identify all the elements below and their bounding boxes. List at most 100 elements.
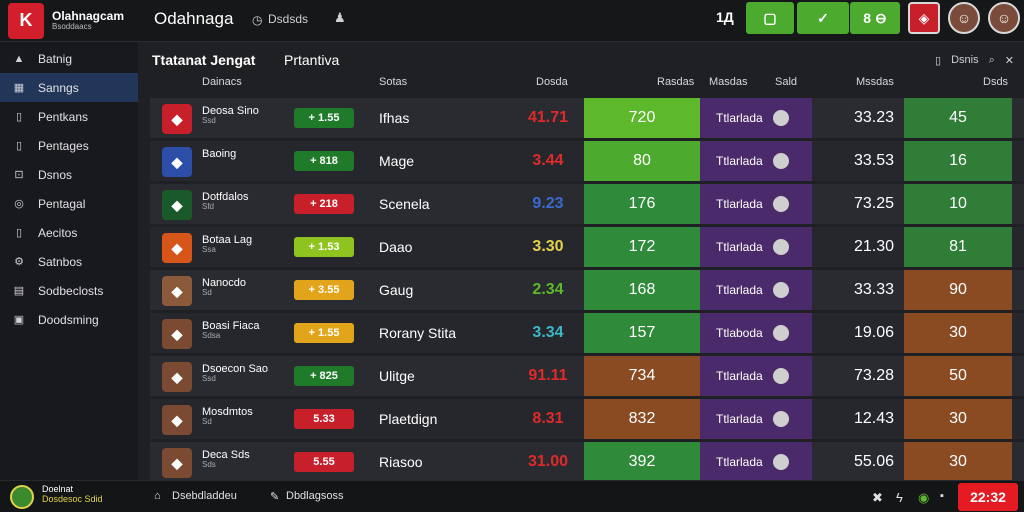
odds-pill[interactable]: + 3.55: [294, 280, 354, 300]
table-row[interactable]: ◆ Deosa Sino Ssd + 1.55 Ifhas 41.71 720 …: [150, 98, 1024, 138]
city-name: Scenela: [379, 196, 430, 212]
table-row[interactable]: ◆ Botaa Lag Ssa + 1.53 Daao 3.30 172 Ttl…: [150, 227, 1024, 267]
square-button[interactable]: ▢: [746, 2, 794, 34]
avatar[interactable]: ☺: [948, 2, 980, 34]
value-d[interactable]: 90: [904, 270, 1012, 310]
score-button[interactable]: 8 ⊖: [850, 2, 900, 34]
search-icon[interactable]: ⌕: [988, 54, 995, 66]
score-badge[interactable]: 22:32: [958, 483, 1018, 511]
value-b[interactable]: 80: [584, 141, 700, 181]
sidebar-item-dsnos[interactable]: ⊡ Dsnos: [0, 160, 138, 189]
user-avatar[interactable]: [10, 485, 34, 509]
page-title: Odahnaga: [154, 9, 234, 28]
sidebar-item-pentkans[interactable]: ▯ Pentkans: [0, 102, 138, 131]
tools-icon[interactable]: ✖: [872, 490, 883, 505]
home-icon[interactable]: ⌂: [154, 490, 161, 502]
value-d[interactable]: 16: [904, 141, 1012, 181]
opponent-cell[interactable]: Ttlaboda: [700, 313, 812, 353]
col-header[interactable]: Masdas: [709, 76, 748, 88]
opponent-cell[interactable]: Ttlarlada: [700, 98, 812, 138]
table-row[interactable]: ◆ Dotfdalos Sfd + 218 Scenela 9.23 176 T…: [150, 184, 1024, 224]
value-c: 21.30: [853, 238, 894, 255]
tool-button[interactable]: ✓: [797, 2, 849, 34]
sidebar-item-pentages[interactable]: ▯ Pentages: [0, 131, 138, 160]
value-b[interactable]: 832: [584, 399, 700, 439]
value-b[interactable]: 720: [584, 98, 700, 138]
col-header[interactable]: Dainacs: [202, 76, 242, 88]
odds-pill[interactable]: + 1.55: [294, 108, 354, 128]
app-logo[interactable]: K: [8, 2, 44, 39]
table-row[interactable]: ◆ Baoing + 818 Mage 3.44 80 Ttlarlada 33…: [150, 141, 1024, 181]
value-d[interactable]: 45: [904, 98, 1012, 138]
table-row[interactable]: ◆ Dsoecon Sao Ssd + 825 Ulitge 91.11 734…: [150, 356, 1024, 396]
opponent-name: Ttlarlada: [716, 240, 763, 254]
status-icon[interactable]: ◉: [918, 490, 930, 505]
col-header[interactable]: Sald: [775, 76, 798, 88]
settings-icon[interactable]: ▪: [940, 490, 944, 502]
opponent-cell[interactable]: Ttlarlada: [700, 399, 812, 439]
opponent-cell[interactable]: Ttlarlada: [700, 356, 812, 396]
close-icon[interactable]: ✕: [1004, 55, 1014, 67]
lock-icon: ▣: [13, 314, 25, 326]
value-a: 41.71: [527, 109, 569, 126]
team-sub: Sd: [202, 417, 212, 427]
sidebar-item-satnbos[interactable]: ⚙ Satnbos: [0, 247, 138, 276]
team-crest-icon: ◆: [162, 104, 192, 134]
value-b[interactable]: 734: [584, 356, 700, 396]
col-header[interactable]: Dsds: [983, 76, 1009, 88]
user-avatar[interactable]: ☺: [988, 2, 1020, 34]
col-header[interactable]: Mssdas: [856, 76, 894, 88]
opponent-name: Ttlarlada: [716, 197, 763, 211]
value-d[interactable]: 50: [904, 356, 1012, 396]
edit-icon[interactable]: ✎: [270, 491, 280, 503]
value-b[interactable]: 168: [584, 270, 700, 310]
footer-link[interactable]: Dbdlagsoss: [286, 490, 344, 502]
col-header[interactable]: Rasdas: [657, 76, 695, 88]
table-row[interactable]: ◆ Nanocdo Sd + 3.55 Gaug 2.34 168 Ttlarl…: [150, 270, 1024, 310]
sidebar-item-doodsming[interactable]: ▣ Doodsming: [0, 305, 138, 334]
opponent-cell[interactable]: Ttlarlada: [700, 270, 812, 310]
value-b[interactable]: 157: [584, 313, 700, 353]
table-row[interactable]: ◆ Boasi Fiaca Sdsa + 1.55 Rorany Stita 3…: [150, 313, 1024, 353]
sidebar-item-aecitos[interactable]: ▯ Aecitos: [0, 218, 138, 247]
value-b[interactable]: 176: [584, 184, 700, 224]
col-header[interactable]: Dosda: [536, 76, 568, 88]
city-name: Gaug: [379, 282, 414, 298]
value-d[interactable]: 10: [904, 184, 1012, 224]
sidebar-item-pentagal[interactable]: ◎ Pentagal: [0, 189, 138, 218]
value-b[interactable]: 392: [584, 442, 700, 482]
odds-pill[interactable]: 5.33: [294, 409, 354, 429]
value-b[interactable]: 172: [584, 227, 700, 267]
table-row[interactable]: ◆ Deca Sds Sds 5.55 Riasoo 31.00 392 Ttl…: [150, 442, 1024, 482]
table-row[interactable]: ◆ Mosdmtos Sd 5.33 Plaetdign 8.31 832 Tt…: [150, 399, 1024, 439]
search-label[interactable]: Dsdsds: [268, 12, 309, 26]
filter-icon[interactable]: ▯: [935, 55, 942, 67]
team-name: Nanocdo: [202, 277, 247, 289]
opponent-cell[interactable]: Ttlarlada: [700, 184, 812, 224]
odds-pill[interactable]: 5.55: [294, 452, 354, 472]
opponent-cell[interactable]: Ttlarlada: [700, 227, 812, 267]
odds-pill[interactable]: + 825: [294, 366, 354, 386]
team-crest-icon: ◆: [162, 190, 192, 220]
opponent-cell[interactable]: Ttlarlada: [700, 141, 812, 181]
sidebar-item-sodbeclosts[interactable]: ▤ Sodbeclosts: [0, 276, 138, 305]
odds-pill[interactable]: + 818: [294, 151, 354, 171]
value-d[interactable]: 81: [904, 227, 1012, 267]
club-badge-icon[interactable]: ◈: [908, 2, 940, 34]
odds-pill[interactable]: + 1.55: [294, 323, 354, 343]
sidebar-item-sanngs[interactable]: ▦ Sanngs: [0, 73, 138, 102]
person-icon[interactable]: ♟: [334, 10, 346, 25]
odds-pill[interactable]: + 1.53: [294, 237, 354, 257]
team-name: Baoing: [202, 148, 237, 160]
odds-pill[interactable]: + 218: [294, 194, 354, 214]
opponent-cell[interactable]: Ttlarlada: [700, 442, 812, 482]
footer-link[interactable]: Dsebdladdeu: [172, 490, 237, 502]
value-d[interactable]: 30: [904, 313, 1012, 353]
value-d[interactable]: 30: [904, 442, 1012, 482]
sidebar-item-batnig[interactable]: ▲ Batnig: [0, 44, 138, 73]
bolt-icon[interactable]: ϟ: [896, 490, 903, 505]
toolbar-label[interactable]: Dsnis: [951, 54, 979, 66]
value-d[interactable]: 30: [904, 399, 1012, 439]
team-name: Botaa Lag: [202, 234, 253, 246]
col-header[interactable]: Sotas: [379, 76, 408, 88]
